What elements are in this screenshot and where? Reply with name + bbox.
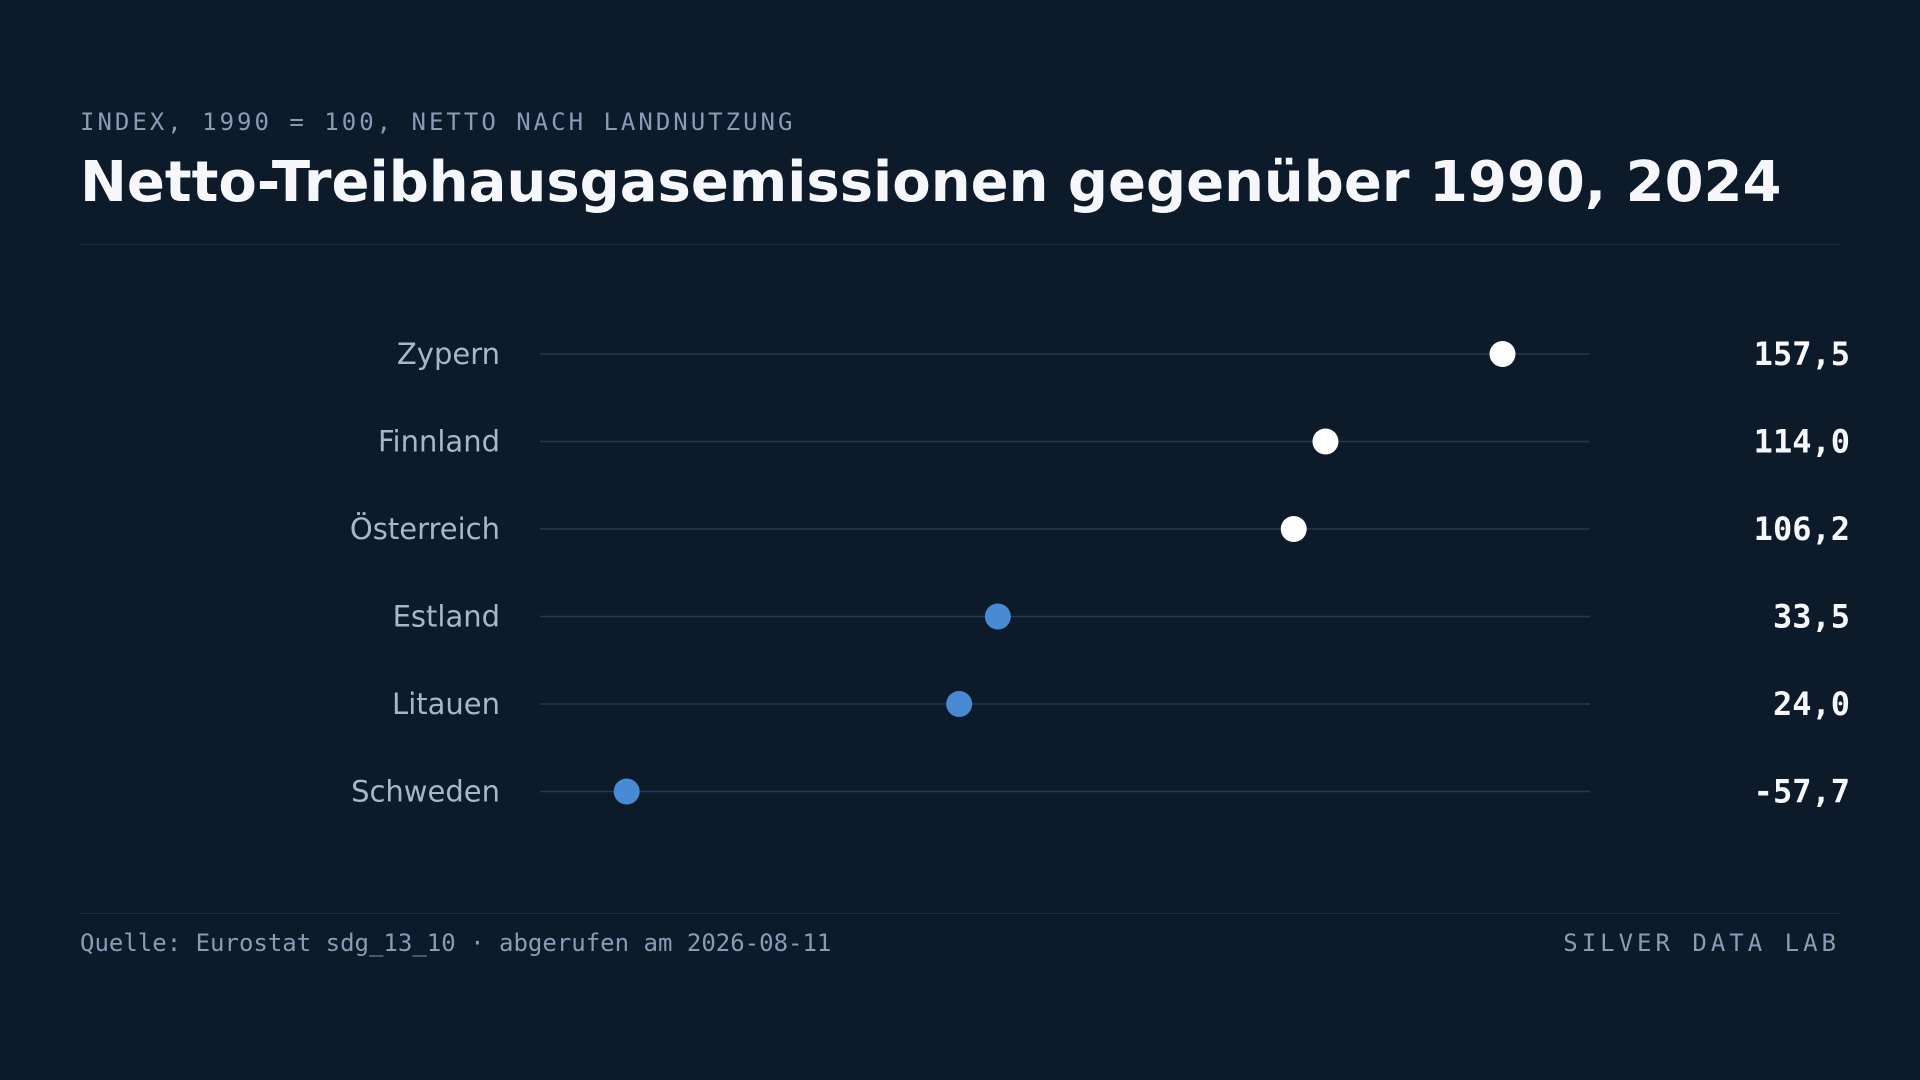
value-label-finnland: 114,0 <box>1754 423 1850 461</box>
category-label-finnland: Finnland <box>378 425 500 459</box>
value-label-zypern: 157,5 <box>1754 335 1850 373</box>
data-point-zypern <box>1489 341 1516 367</box>
header-divider <box>80 244 1840 245</box>
data-point-finnland <box>1312 428 1339 455</box>
source-note: Quelle: Eurostat sdg_13_10 · abgerufen a… <box>80 929 832 957</box>
data-point-osterreich <box>1280 516 1307 542</box>
chart-eyebrow: INDEX, 1990 = 100, NETTO NACH LANDNUTZUN… <box>80 108 796 136</box>
data-point-schweden <box>613 778 640 805</box>
category-label-schweden: Schweden <box>351 775 500 809</box>
data-point-litauen <box>946 691 973 717</box>
category-label-osterreich: Österreich <box>350 512 500 546</box>
value-label-litauen: 24,0 <box>1773 685 1850 723</box>
category-label-litauen: Litauen <box>392 687 500 721</box>
value-label-osterreich: 106,2 <box>1754 510 1850 548</box>
brand-label: SILVER DATA LAB <box>1563 929 1840 957</box>
value-label-estland: 33,5 <box>1773 598 1850 636</box>
value-label-schweden: -57,7 <box>1754 773 1850 811</box>
footer-divider <box>80 913 1840 914</box>
chart-title: Netto-Treibhausgasemissionen gegenüber 1… <box>80 150 1782 215</box>
data-point-estland <box>984 603 1011 630</box>
category-label-estland: Estland <box>393 600 500 634</box>
category-label-zypern: Zypern <box>397 337 500 371</box>
